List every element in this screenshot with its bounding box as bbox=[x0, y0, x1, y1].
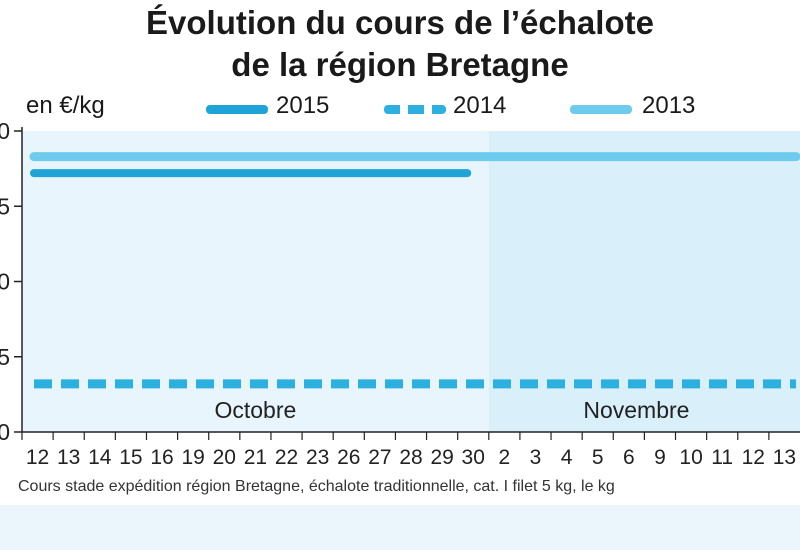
x-tick-label-9: 23 bbox=[306, 446, 329, 469]
y-tick-label-1: 5 bbox=[0, 344, 10, 370]
x-tick-label-2: 14 bbox=[88, 446, 112, 469]
legend-swatch-2015 bbox=[206, 105, 268, 114]
y-tick-label-3: 5 bbox=[0, 193, 10, 219]
x-tick-label-15: 2 bbox=[499, 446, 511, 469]
x-tick-label-22: 11 bbox=[711, 446, 733, 469]
legend-swatch-2013 bbox=[570, 105, 632, 114]
x-tick-label-10: 26 bbox=[337, 446, 360, 469]
x-tick-label-8: 22 bbox=[275, 446, 298, 469]
y-axis-unit-label: en €/kg bbox=[26, 92, 105, 119]
x-tick-label-3: 15 bbox=[119, 446, 142, 469]
footer-band bbox=[0, 505, 800, 550]
x-tick-label-5: 19 bbox=[181, 446, 204, 469]
x-tick-label-7: 21 bbox=[244, 446, 267, 469]
x-tick-label-13: 29 bbox=[430, 446, 453, 469]
x-tick-label-17: 4 bbox=[561, 446, 573, 469]
chart-title: Évolution du cours de l’échalote de la r… bbox=[0, 2, 800, 86]
x-tick-label-4: 16 bbox=[150, 446, 173, 469]
y-tick-label-2: 0 bbox=[0, 269, 10, 295]
chart-title-line1: Évolution du cours de l’échalote bbox=[146, 4, 654, 41]
chart-title-line2: de la région Bretagne bbox=[231, 46, 569, 83]
x-tick-label-14: 30 bbox=[462, 446, 485, 469]
month-label-novembre: Novembre bbox=[583, 397, 689, 423]
source-note: Cours stade expédition région Bretagne, … bbox=[18, 478, 615, 495]
y-tick-label-0: 0 bbox=[0, 419, 10, 445]
x-tick-label-11: 27 bbox=[368, 446, 391, 469]
legend-label-2014: 2014 bbox=[453, 92, 507, 119]
x-tick-label-12: 28 bbox=[399, 446, 422, 469]
legend-label-2015: 2015 bbox=[276, 92, 330, 119]
y-tick-label-4: 0 bbox=[0, 118, 10, 144]
x-tick-label-18: 5 bbox=[592, 446, 604, 469]
x-tick-label-23: 12 bbox=[742, 446, 765, 469]
legend-swatch-2014 bbox=[384, 105, 446, 114]
legend-label-2013: 2013 bbox=[642, 92, 696, 119]
month-label-octobre: Octobre bbox=[214, 397, 296, 423]
x-tick-label-24: 13 bbox=[773, 446, 796, 469]
x-tick-label-6: 20 bbox=[213, 446, 236, 469]
x-tick-label-21: 10 bbox=[679, 446, 702, 469]
x-tick-label-19: 6 bbox=[623, 446, 635, 469]
x-tick-label-16: 3 bbox=[530, 446, 542, 469]
x-tick-label-1: 13 bbox=[57, 446, 80, 469]
x-tick-label-0: 12 bbox=[26, 446, 49, 469]
x-tick-label-20: 9 bbox=[654, 446, 666, 469]
